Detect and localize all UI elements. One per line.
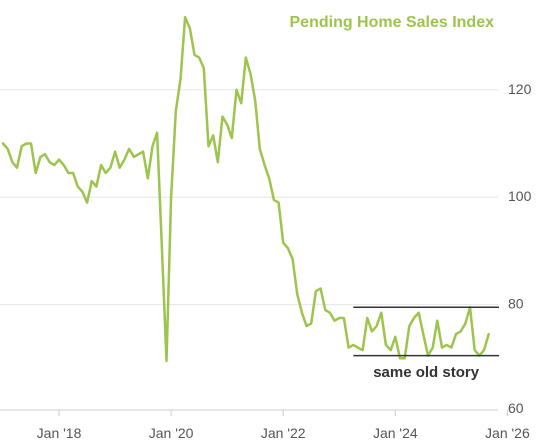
y-tick-label-120: 120	[508, 81, 532, 97]
y-tick-label-60: 60	[508, 400, 524, 416]
x-tick-label-2024: Jan '24	[373, 425, 418, 441]
annotation-layer: same old story	[353, 306, 499, 381]
y-tick-label-100: 100	[508, 188, 532, 204]
annotation-text: same old story	[373, 364, 480, 381]
series-line-0	[1, 16, 490, 363]
x-tick-label-2018: Jan '18	[37, 425, 82, 441]
chart-title: Pending Home Sales Index	[290, 14, 495, 31]
x-tick-label-2022: Jan '22	[261, 425, 306, 441]
y-tick-label-80: 80	[508, 296, 524, 312]
x-tick-label-2026: Jan '26	[485, 425, 530, 441]
x-axis: Jan '18 Jan '20 Jan '22 Jan '24 Jan '26	[0, 409, 530, 441]
series-layer	[1, 16, 490, 363]
grid-layer	[0, 89, 498, 306]
x-tick-label-2020: Jan '20	[149, 425, 194, 441]
y-axis: 60 80 100 120	[508, 81, 532, 416]
